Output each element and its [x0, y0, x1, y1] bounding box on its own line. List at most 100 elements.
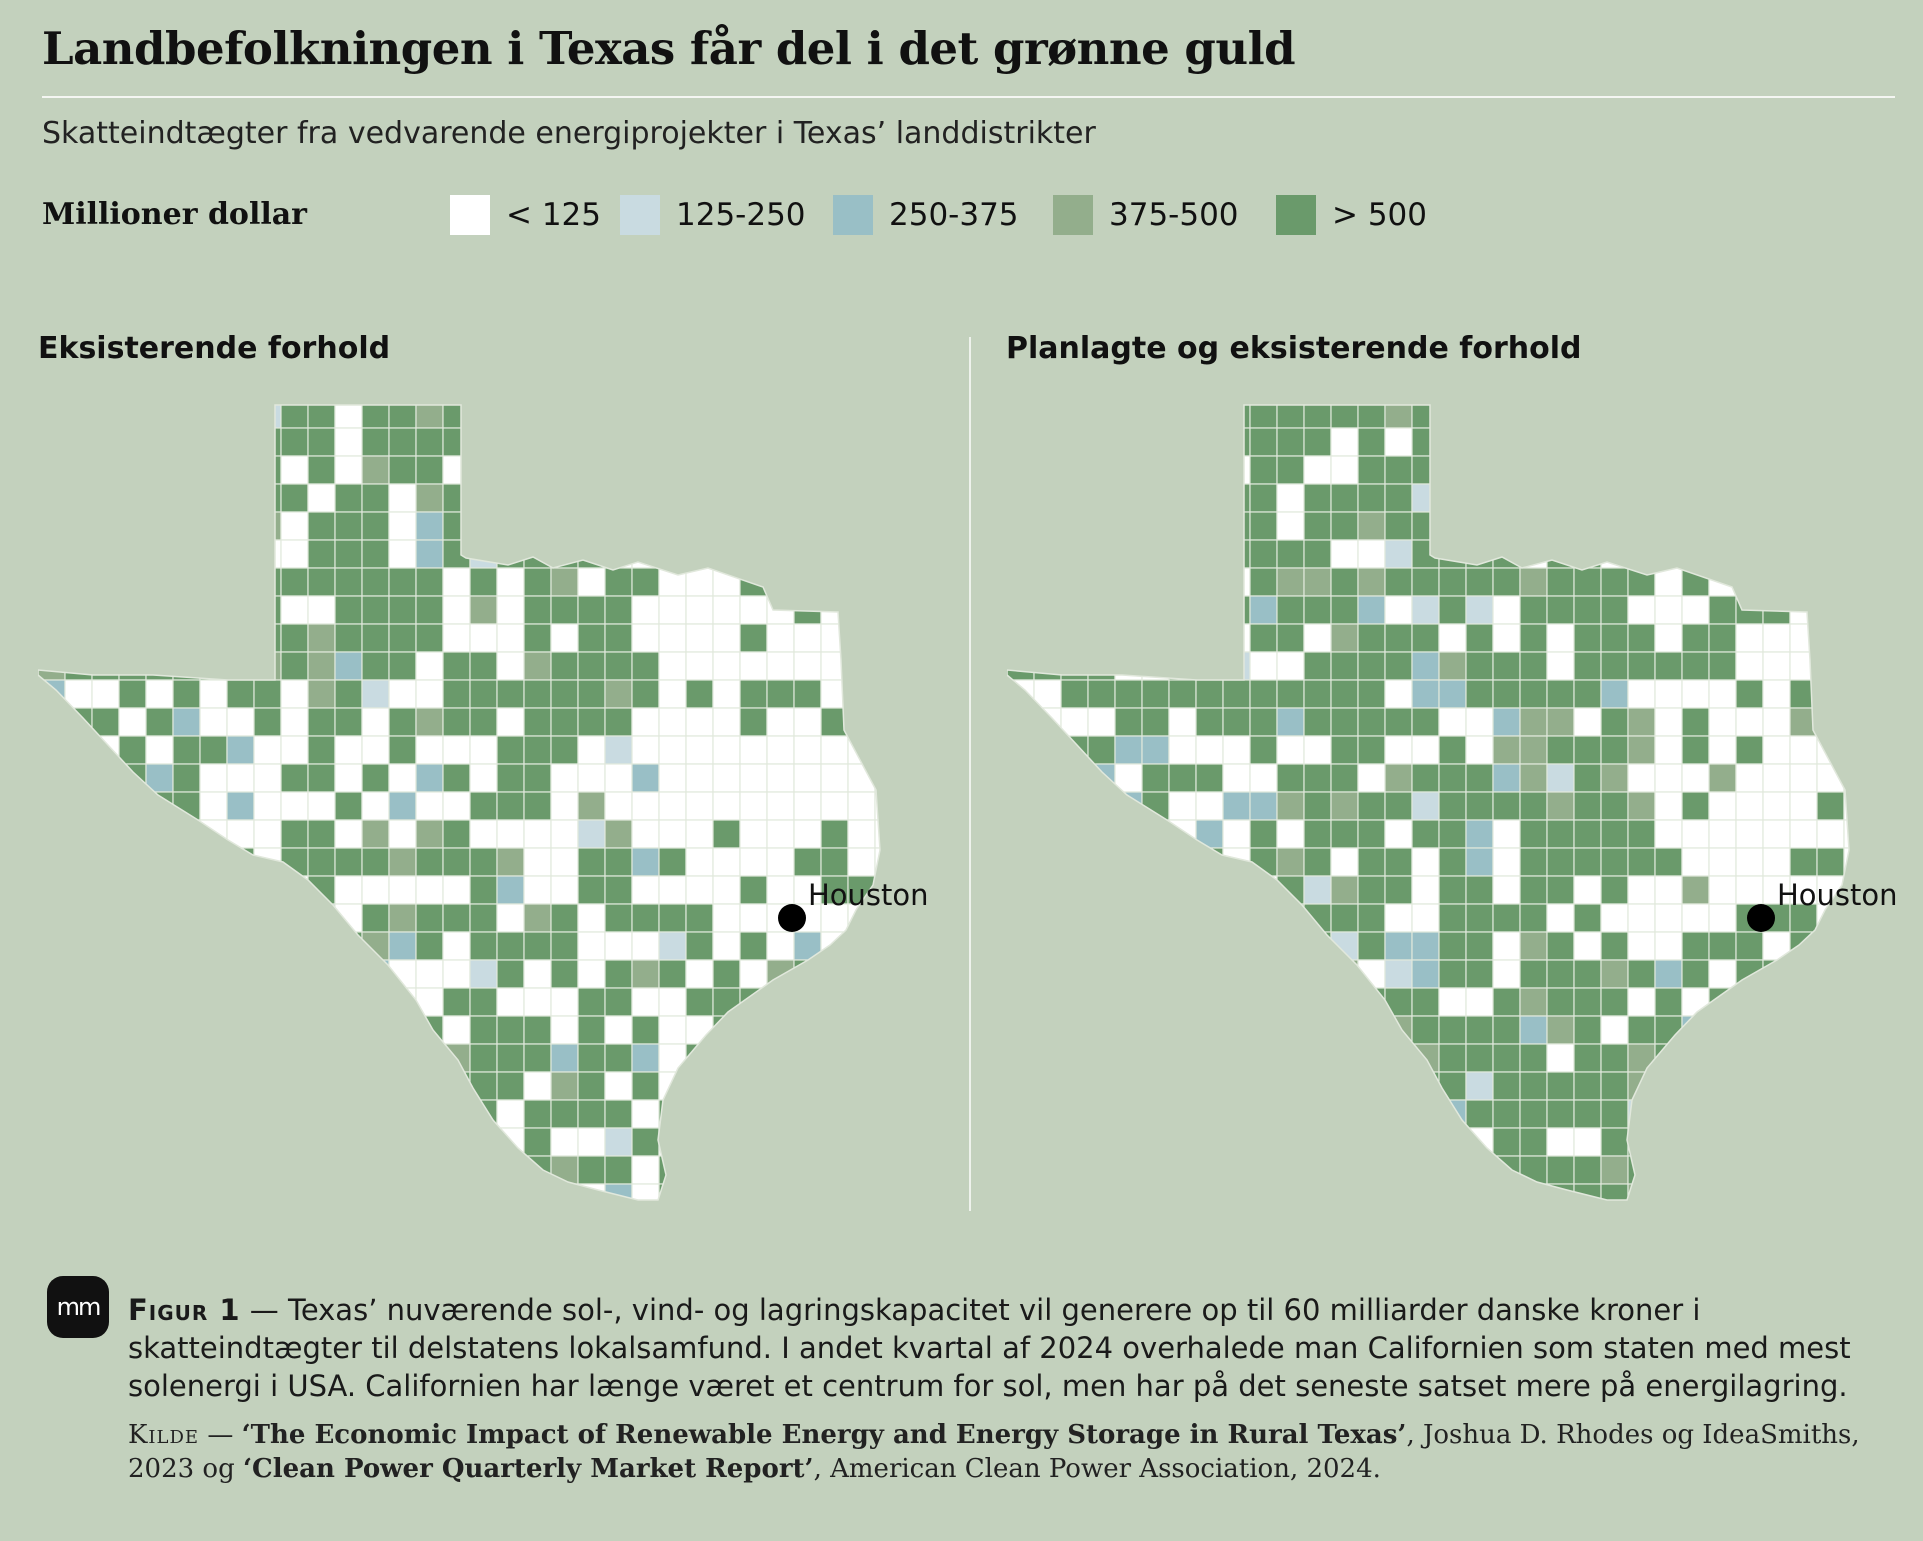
county-cell — [496, 707, 525, 737]
county-cell — [1843, 679, 1849, 709]
county-cell — [388, 511, 417, 541]
county-cell — [658, 1043, 687, 1073]
county-cell — [1762, 455, 1791, 485]
county-cell — [469, 483, 498, 513]
county-cell — [847, 1043, 876, 1073]
county-cell — [1276, 483, 1305, 513]
county-cell — [1654, 903, 1683, 933]
county-cell — [739, 651, 768, 681]
county-cell — [821, 1212, 848, 1220]
county-cell — [1519, 931, 1548, 961]
county-cell — [1276, 959, 1305, 989]
county-cell — [118, 1071, 147, 1101]
county-cell — [1546, 1015, 1575, 1045]
county-cell — [469, 405, 498, 429]
county-cell — [847, 847, 876, 877]
county-cell — [1600, 931, 1629, 961]
county-cell — [38, 763, 66, 793]
county-cell — [199, 455, 228, 485]
county-cell — [739, 707, 768, 737]
county-cell — [1519, 405, 1548, 429]
county-cell — [874, 1183, 880, 1200]
county-cell — [442, 763, 471, 793]
county-cell — [1735, 1015, 1764, 1045]
county-cell — [1168, 1043, 1197, 1073]
county-cell — [226, 931, 255, 961]
county-cell — [1303, 1099, 1332, 1129]
county-cell — [1519, 1015, 1548, 1045]
county-cell — [1114, 1155, 1143, 1185]
county-cell — [1654, 1099, 1683, 1129]
county-cell — [685, 1127, 714, 1157]
county-cell — [1816, 511, 1845, 541]
county-cell — [280, 427, 309, 457]
county-cell — [1816, 707, 1845, 737]
county-cell — [1465, 1183, 1494, 1200]
county-cell — [1789, 679, 1818, 709]
county-cell — [847, 1015, 876, 1045]
county-cell — [172, 623, 201, 653]
county-cell — [577, 847, 606, 877]
county-cell — [280, 1043, 309, 1073]
county-cell — [1114, 427, 1143, 457]
county-cell — [766, 405, 795, 429]
county-cell — [470, 1212, 497, 1220]
county-cell — [712, 595, 741, 625]
county-cell — [794, 1212, 821, 1220]
county-cell — [361, 791, 390, 821]
county-cell — [1600, 623, 1629, 653]
county-cell — [847, 679, 876, 709]
county-cell — [415, 623, 444, 653]
county-cell — [604, 1155, 633, 1185]
legend-swatch — [620, 195, 660, 235]
county-cell — [1816, 1183, 1845, 1200]
county-cell — [1411, 1155, 1440, 1185]
county-cell — [1735, 455, 1764, 485]
county-cell — [361, 959, 390, 989]
county-cell — [1330, 539, 1359, 569]
county-cell — [793, 1155, 822, 1185]
county-cell — [1843, 763, 1849, 793]
county-cell — [1816, 427, 1845, 457]
county-cell — [388, 763, 417, 793]
county-cell — [199, 595, 228, 625]
county-cell — [1114, 875, 1143, 905]
county-cell — [1195, 405, 1224, 429]
county-cell — [766, 1015, 795, 1045]
county-cell — [1249, 511, 1278, 541]
city-label-houston: Houston — [808, 878, 929, 912]
county-cell — [307, 959, 336, 989]
county-cell — [1492, 931, 1521, 961]
county-cell — [1222, 847, 1251, 877]
county-cell — [550, 819, 579, 849]
county-cell — [1222, 791, 1251, 821]
legend-swatch — [450, 195, 490, 235]
county-cell — [1114, 903, 1143, 933]
county-cell — [1088, 1212, 1115, 1220]
county-cell — [1007, 847, 1035, 877]
legend-item-125-250: 125-250 — [620, 195, 806, 235]
county-cell — [253, 875, 282, 905]
county-cell — [604, 763, 633, 793]
county-cell — [334, 651, 363, 681]
county-cell — [1007, 987, 1035, 1017]
county-cell — [1168, 455, 1197, 485]
county-cell — [415, 875, 444, 905]
county-cell — [145, 847, 174, 877]
county-cell — [712, 623, 741, 653]
county-cell — [145, 1127, 174, 1157]
county-cell — [1330, 1183, 1359, 1200]
county-cell — [1789, 847, 1818, 877]
county-cell — [1060, 791, 1089, 821]
county-cell — [847, 511, 876, 541]
county-cell — [1708, 707, 1737, 737]
county-cell — [1141, 903, 1170, 933]
county-cell — [739, 1043, 768, 1073]
county-cell — [1708, 651, 1737, 681]
county-cell — [1141, 595, 1170, 625]
county-cell — [1087, 595, 1116, 625]
county-cell — [1573, 567, 1602, 597]
county-cell — [1519, 875, 1548, 905]
county-cell — [658, 1127, 687, 1157]
county-cell — [1060, 483, 1089, 513]
